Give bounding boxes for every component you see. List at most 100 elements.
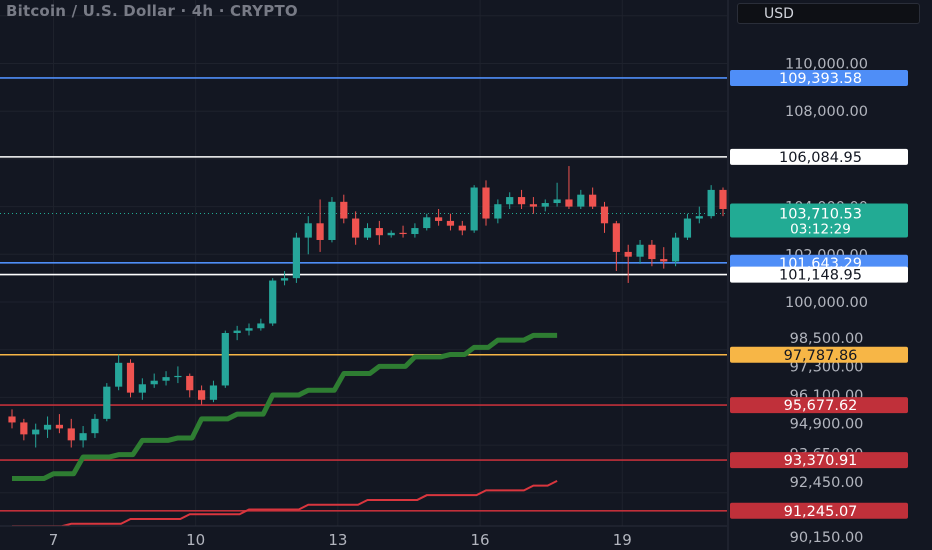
candle-body <box>174 375 182 378</box>
x-tick-label: 10 <box>186 531 205 549</box>
candle-body <box>221 333 229 386</box>
candle-body <box>138 384 146 393</box>
candle-body <box>600 206 609 224</box>
candle-body <box>612 223 620 252</box>
candle-body <box>328 201 336 240</box>
candle-body <box>565 199 573 207</box>
candle-body <box>209 385 218 400</box>
price-level-label-box <box>730 148 908 165</box>
candle-body <box>517 197 526 205</box>
candle-body <box>292 237 300 279</box>
candle-body <box>198 390 206 400</box>
candle-body <box>55 424 63 429</box>
candle-body <box>126 362 135 393</box>
candle-body <box>529 204 537 207</box>
price-level-label-box <box>730 69 908 86</box>
y-tick-label: 97,300.00 <box>790 359 864 375</box>
candle-body <box>304 223 312 238</box>
price-level-label-text: 93,370.91 <box>784 453 858 469</box>
candle-body <box>32 429 40 435</box>
candle-body <box>103 386 111 419</box>
candle-body <box>387 232 395 236</box>
trailing-lines <box>12 332 558 528</box>
candle-body <box>589 194 597 207</box>
current-price-countdown: 03:12:29 <box>790 222 851 238</box>
currency-selector[interactable]: USD <box>737 3 920 24</box>
chart-title: Bitcoin / U.S. Dollar · 4h · CRYPTO <box>6 2 298 20</box>
current-price-tag <box>730 203 908 238</box>
candle-body <box>624 251 632 257</box>
y-tick-label: 92,450.00 <box>790 475 864 491</box>
x-tick-label: 19 <box>613 531 632 549</box>
y-tick-label: 94,900.00 <box>790 417 864 433</box>
candle-body <box>482 187 490 219</box>
price-level-label-box <box>730 502 908 519</box>
candle-body <box>506 197 514 205</box>
candle-body <box>672 237 680 262</box>
price-level-labels: 109,393.58106,084.95101,643.29101,148.95… <box>730 69 908 520</box>
y-tick-label: 100,000.00 <box>785 295 868 311</box>
horizontal-price-levels <box>0 77 727 512</box>
candle-body <box>707 189 715 217</box>
candle-body <box>541 203 549 207</box>
candle-body <box>399 232 407 235</box>
candle-body <box>636 244 644 257</box>
candle-body <box>494 204 502 219</box>
candle-body <box>363 228 372 238</box>
price-level-label-box <box>730 346 908 363</box>
y-tick-label: 108,000.00 <box>785 104 868 120</box>
time-axis-background <box>0 526 727 550</box>
candle-body <box>150 380 158 385</box>
price-level-label-text: 109,393.58 <box>779 71 862 87</box>
candle-body <box>458 225 466 231</box>
candle-body <box>695 216 703 219</box>
candle-body <box>648 244 656 260</box>
candle-body <box>91 418 99 434</box>
y-tick-label: 98,500.00 <box>790 331 864 347</box>
candle-body <box>719 189 727 209</box>
candle-body <box>340 201 348 219</box>
price-level-label-box <box>730 452 908 469</box>
candle-body <box>269 280 277 324</box>
candle-body <box>162 377 170 381</box>
candle-body <box>411 228 419 235</box>
x-tick-label: 13 <box>328 531 347 549</box>
candle-body <box>470 187 478 231</box>
candle-body <box>43 424 52 430</box>
candle-body <box>67 428 75 441</box>
candle-body <box>245 328 253 331</box>
candle-body <box>446 220 455 226</box>
candle-body <box>233 330 241 334</box>
current-price-value: 103,710.53 <box>779 207 862 223</box>
x-tick-label: 16 <box>471 531 490 549</box>
price-level-label-box <box>730 397 908 414</box>
candle-body <box>257 323 265 329</box>
price-level-label-text: 91,245.07 <box>784 504 858 520</box>
price-level-label-text: 95,677.62 <box>784 398 858 414</box>
candle-body <box>660 259 668 262</box>
candle-body <box>577 194 585 207</box>
price-level-label-text: 106,084.95 <box>779 150 862 166</box>
candle-body <box>683 218 692 238</box>
price-level-label-text: 97,787.86 <box>784 348 858 364</box>
price-level-label-box <box>730 266 908 283</box>
red-trailing-stop-line <box>12 479 558 528</box>
candle-body <box>186 375 194 391</box>
candle-body <box>316 223 324 240</box>
candle-body <box>375 228 383 236</box>
y-tick-label: 110,000.00 <box>785 57 868 73</box>
green-trailing-stop-line <box>12 332 558 481</box>
candle-body <box>280 278 289 281</box>
y-tick-label: 90,150.00 <box>790 530 864 546</box>
price-level-label-text: 101,148.95 <box>779 268 862 284</box>
candle-body <box>8 416 16 423</box>
candle-body <box>115 362 123 387</box>
candle-body <box>423 217 431 229</box>
candle-body <box>20 422 28 435</box>
time-axis[interactable]: 7 10 13 16 19 <box>0 525 727 550</box>
candle-body <box>553 199 561 204</box>
x-tick-label: 7 <box>49 531 59 549</box>
candle-body <box>352 218 360 238</box>
candle-body <box>435 217 443 221</box>
